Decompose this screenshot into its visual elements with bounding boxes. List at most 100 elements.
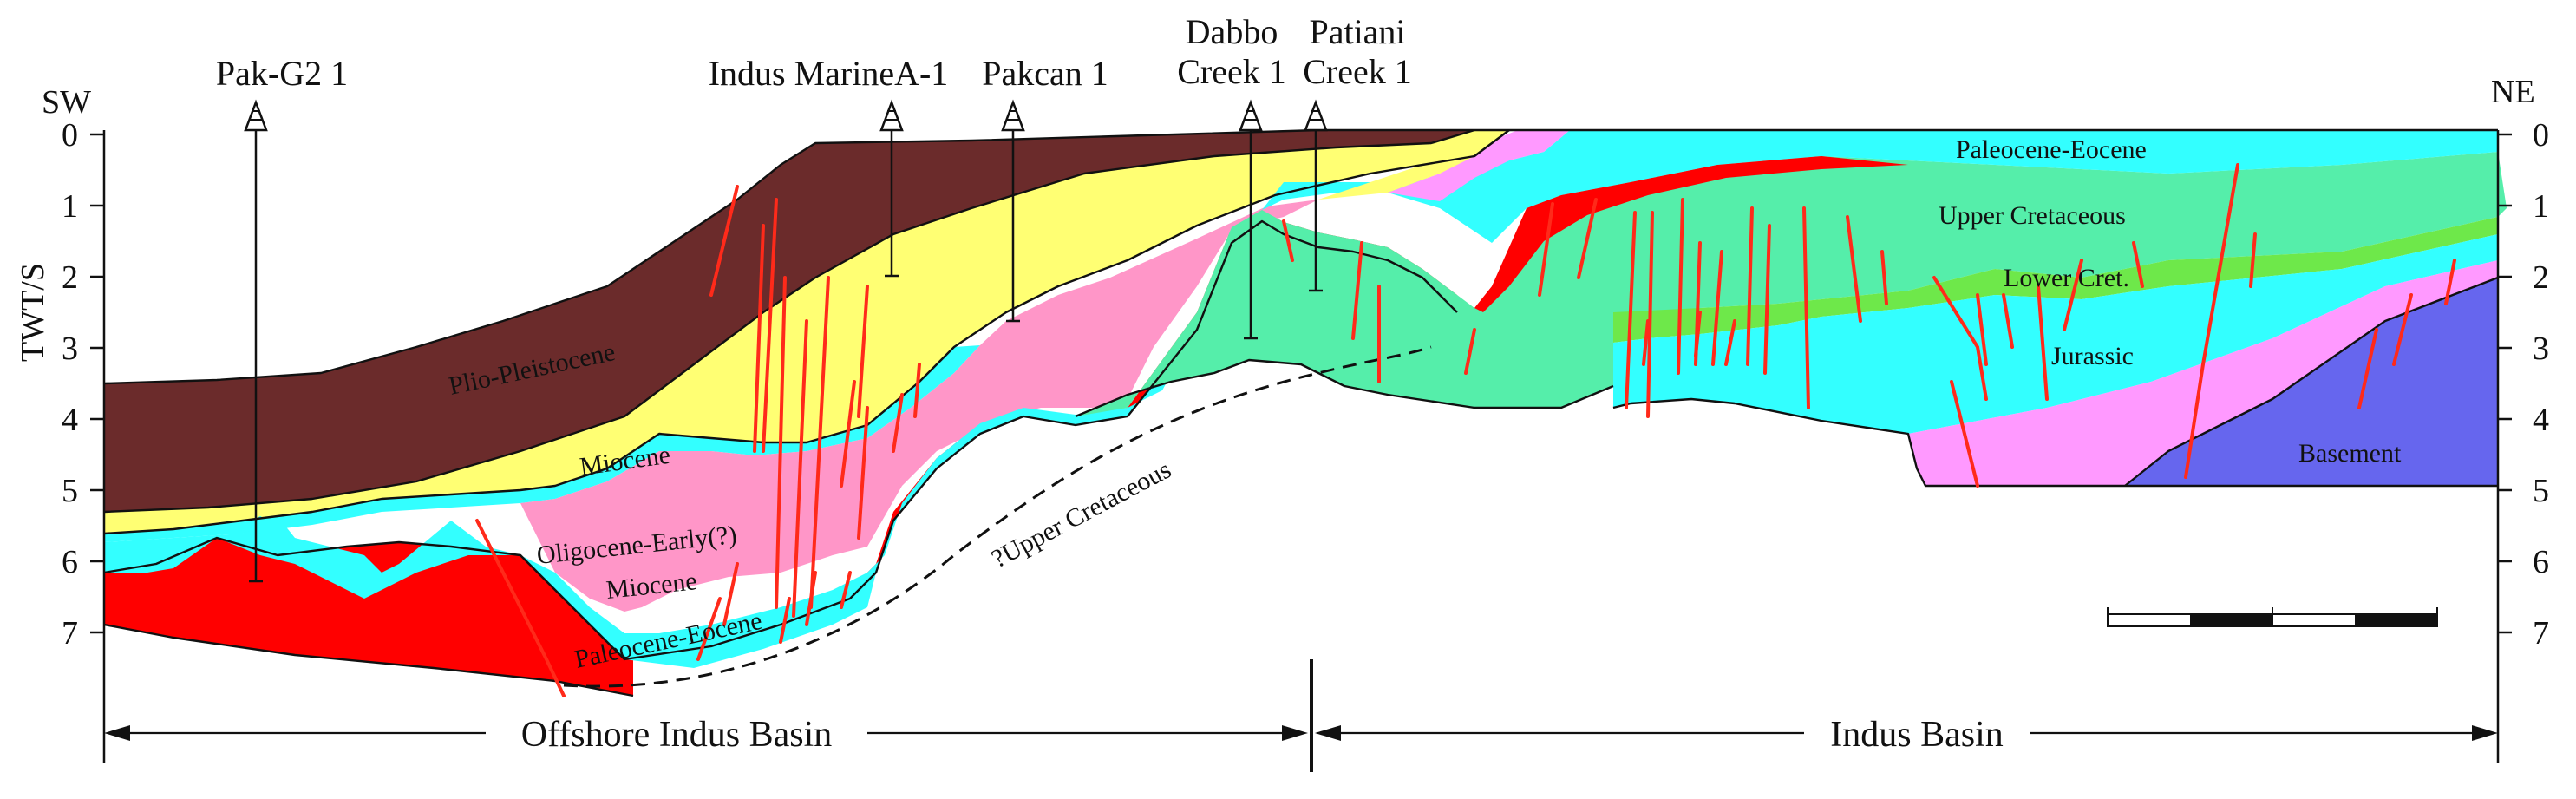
stratigraphic-units [104, 130, 2507, 696]
fault-line [775, 276, 787, 609]
fault-line [722, 562, 739, 626]
onshore-basin-label: Indus Basin [1830, 715, 2004, 755]
fault-line [1677, 198, 1684, 375]
deep-horizon [103, 219, 1458, 661]
fault-line [840, 571, 852, 609]
twt-tick-label: 0 [62, 117, 78, 154]
twt-tick-label: 2 [2533, 259, 2549, 296]
unit-paleocene-eocene-offshore [520, 221, 1262, 668]
fault-line [1724, 319, 1736, 366]
fault-line [792, 319, 808, 618]
twt-tick-label: 2 [62, 259, 78, 296]
fault-line [762, 198, 778, 453]
fault-line [1625, 211, 1637, 409]
well-derrick-icon [244, 99, 268, 132]
fault-line [709, 185, 739, 297]
fault-line [2002, 293, 2014, 349]
fault-line [1282, 219, 1294, 262]
faults [475, 163, 2456, 697]
fault-line [809, 276, 830, 609]
unit-label-lower-cret: Lower Cret. [2004, 264, 2129, 292]
twt-tick-label: 1 [62, 188, 78, 225]
fault-line [2249, 232, 2257, 288]
unit-label-upper-cretaceous: Upper Cretaceous [1939, 201, 2126, 230]
fault-line [2357, 328, 2378, 409]
fault-line [1642, 319, 1650, 366]
unit-lower-cret [1613, 217, 2498, 343]
fault-line [1694, 311, 1702, 357]
well-name: Patiani [1309, 12, 1405, 51]
unit-upper-cretaceous [1076, 152, 2507, 416]
unit-basement [2125, 278, 2498, 486]
unit-paleocene-thin-upper [104, 345, 980, 542]
fault-line [2063, 259, 2083, 331]
seabed-line [103, 128, 2498, 385]
fault-line [1746, 206, 1754, 366]
well-derrick-icon [1304, 99, 1328, 132]
fault-line [2037, 285, 2049, 401]
fault-line [1464, 328, 1476, 375]
fault-line [2132, 241, 2144, 288]
fault-line [857, 406, 869, 540]
sw-label: SW [42, 84, 91, 121]
well-derrick-icon [879, 99, 904, 132]
scale-bar-segment [2190, 614, 2272, 626]
twt-tick-label: 6 [62, 544, 78, 580]
unit-label-paleocene-eocene-onshore: Paleocene-Eocene [1956, 135, 2147, 164]
well-name: Creek 1 [1303, 52, 1412, 91]
fault-line [1950, 380, 1979, 488]
twt-tick-label: 1 [2533, 188, 2549, 225]
twt-tick-label: 4 [2533, 402, 2549, 438]
fault-line [2184, 163, 2239, 479]
well-name: Pak-G2 1 [216, 54, 348, 93]
unit-red-base [104, 210, 1466, 696]
fault-line [1802, 206, 1810, 409]
arrowhead [1282, 725, 1308, 741]
fault-line [1846, 215, 1862, 323]
y-axis-label: TWT/S [15, 263, 51, 362]
miocene-base-line [103, 129, 1510, 535]
unit-jurassic [1613, 234, 2498, 434]
twt-tick-label: 4 [62, 402, 78, 438]
fault-line [475, 519, 566, 697]
wells: Pak-G2 1 Indus MarineA-1 Pakcan 1DabboCree… [216, 12, 1412, 583]
basin-spans: Offshore Indus Basin Indus Basin [104, 659, 2498, 772]
fault-line [913, 363, 921, 418]
basement-top-line [2124, 276, 2499, 487]
twt-ticks: 0 0 1 1 2 2 3 3 4 4 5 5 6 6 7 7 [62, 117, 2549, 652]
well-derrick-icon [1001, 99, 1025, 132]
axis-frame [102, 130, 2500, 763]
fault-line [1711, 250, 1723, 366]
unit-paleocene-west [104, 516, 555, 599]
fault-line [696, 597, 722, 661]
upper-cretaceous-query-line [563, 345, 1432, 688]
unit-oligocene [520, 200, 1318, 612]
fault-line [1538, 202, 1554, 297]
well-derrick-icon [1239, 99, 1263, 132]
twt-tick-label: 7 [62, 615, 78, 652]
fault-line [2444, 259, 2456, 305]
arrowhead [1315, 725, 1341, 741]
arrowhead [2472, 725, 2498, 741]
cret-top-line [1075, 358, 1614, 418]
base-section-line [103, 623, 634, 697]
unit-cyan-blob [234, 516, 269, 534]
unit-label-basement: Basement [2298, 439, 2402, 468]
fault-line [1351, 241, 1363, 340]
unit-label-upper-cret-query: ?Upper Cretaceous [987, 455, 1176, 574]
unit-red-onshore [1474, 156, 1908, 312]
offshore-basin-label: Offshore Indus Basin [521, 715, 833, 755]
fault-line [1880, 250, 1888, 305]
fault-line [1646, 211, 1654, 418]
fault-line [857, 285, 869, 418]
twt-tick-label: 5 [62, 473, 78, 509]
twt-tick-label: 5 [2533, 473, 2549, 509]
unit-plio-pleistocene [104, 130, 1474, 512]
unit-label-jurassic: Jurassic [2051, 342, 2134, 370]
fault-line [805, 571, 817, 626]
well-name: Pakcan 1 [982, 54, 1108, 93]
twt-tick-label: 6 [2533, 544, 2549, 580]
unit-yellow-top [1318, 130, 1509, 200]
twt-tick-label: 7 [2533, 615, 2549, 652]
